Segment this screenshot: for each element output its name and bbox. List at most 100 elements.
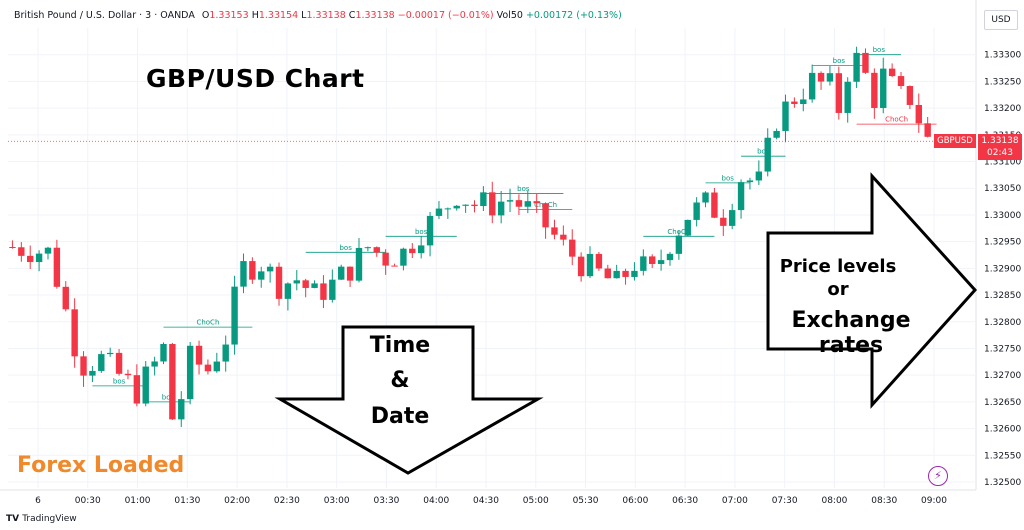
low-value: 1.33138 (306, 10, 346, 21)
current-price-value: 1.33138 (981, 136, 1019, 147)
candle-body (808, 72, 816, 100)
candle-body (71, 309, 78, 357)
candle-body (222, 344, 229, 362)
structure-label: bos (757, 148, 770, 156)
price-tick-label: 1.33250 (984, 77, 1021, 87)
candle-body (853, 52, 860, 82)
time-tick-label: 08:30 (871, 496, 897, 506)
time-tick-label: 00:30 (75, 496, 101, 506)
candle-body (773, 130, 780, 138)
price-tick-label: 1.32700 (984, 371, 1021, 381)
symbol-name: British Pound / U.S. Dollar · 3 · OANDA (14, 10, 195, 21)
candle-body (169, 343, 176, 420)
structure-label: bos (722, 174, 735, 182)
candle-body (133, 375, 141, 404)
candle-body (728, 210, 736, 226)
tradingview-logo-icon: TV (6, 514, 23, 524)
candle-body (435, 208, 443, 216)
symbol-legend[interactable]: British Pound / U.S. Dollar · 3 · OANDA … (14, 10, 622, 21)
tradingview-label: TradingView (22, 514, 77, 524)
candle-body (382, 252, 389, 266)
candle-body (338, 266, 345, 280)
candle-body (258, 271, 265, 280)
price-tick-label: 1.32850 (984, 291, 1021, 301)
price-tick-label: 1.32550 (984, 451, 1021, 461)
candle-body (444, 208, 452, 210)
time-arrow-down-icon (274, 325, 544, 475)
price-tick-label: 1.33000 (984, 211, 1021, 221)
price-tick-label: 1.32650 (984, 398, 1021, 408)
structure-label: bos (873, 46, 886, 54)
vol-label: Vol50 (496, 10, 523, 21)
candle-body (284, 283, 292, 299)
candle-body (62, 286, 69, 310)
current-price-badge: 1.33138 02:43 (978, 134, 1022, 161)
candle-body (835, 73, 843, 113)
candle-body (480, 192, 487, 207)
close-value: 1.33138 (355, 10, 395, 21)
candle-body (631, 270, 638, 277)
candle-body (880, 68, 887, 108)
candle-body (373, 247, 380, 253)
candle-body (533, 201, 540, 204)
candle-body (231, 286, 238, 345)
candle-body (622, 270, 629, 277)
candle-body (195, 345, 203, 365)
candle-body (18, 247, 25, 256)
candle-body (106, 352, 114, 355)
price-tick-label: 1.32600 (984, 425, 1021, 435)
time-axis[interactable]: 6 00:30 01:00 01:30 02:00 02:30 03:00 03:30 04:0… (35, 496, 947, 506)
candle-body (213, 361, 221, 372)
price-tick-label: 1.32750 (984, 344, 1021, 354)
candles (9, 46, 931, 427)
candle-body (817, 72, 825, 82)
time-tick-label: 03:00 (324, 496, 350, 506)
candle-body (302, 280, 309, 288)
candle-body (311, 283, 318, 288)
candle-body (35, 253, 43, 263)
structure-label: ChoCh (885, 116, 908, 124)
time-tick-label: 6 (35, 496, 41, 506)
candle-body (417, 245, 425, 254)
time-tick-label: 02:00 (224, 496, 250, 506)
candle-body (782, 101, 789, 131)
and-label: & (390, 368, 410, 393)
candle-body (142, 366, 149, 404)
flash-icon[interactable]: ⚡ (928, 466, 948, 486)
candle-body (684, 219, 691, 236)
candle-body (613, 270, 620, 279)
candle-body (27, 255, 34, 263)
candle-body (186, 345, 194, 400)
time-tick-label: 09:00 (921, 496, 947, 506)
structure-label: bos (833, 57, 846, 65)
open-label: O (201, 10, 210, 21)
price-levels-label: Price levels (779, 256, 897, 277)
price-axis[interactable]: 1.333001.332501.332001.331501.331001.330… (984, 51, 1021, 488)
candle-body (53, 247, 61, 287)
candle-body (924, 123, 931, 137)
close-label: C (348, 10, 356, 21)
time-tick-label: 04:00 (423, 496, 449, 506)
candle-body (791, 101, 798, 105)
price-tick-label: 1.32900 (984, 264, 1021, 274)
time-label: Time (358, 333, 442, 358)
candle-body (844, 81, 851, 113)
time-tick-label: 06:00 (622, 496, 648, 506)
time-tick-label: 02:30 (274, 496, 300, 506)
candle-body (346, 266, 354, 281)
candle-body (862, 52, 869, 73)
candle-body (160, 343, 167, 362)
date-label: Date (370, 404, 430, 429)
currency-button[interactable]: USD (984, 10, 1018, 30)
candle-body (720, 217, 727, 226)
candle-body (755, 171, 763, 181)
time-tick-label: 01:30 (174, 496, 200, 506)
candle-body (515, 200, 523, 207)
candle-body (906, 86, 914, 105)
candle-body (595, 253, 603, 269)
candle-body (471, 204, 478, 207)
candle-body (888, 68, 896, 77)
vol-change-value: +0.00172 (+0.13%) (525, 10, 622, 21)
